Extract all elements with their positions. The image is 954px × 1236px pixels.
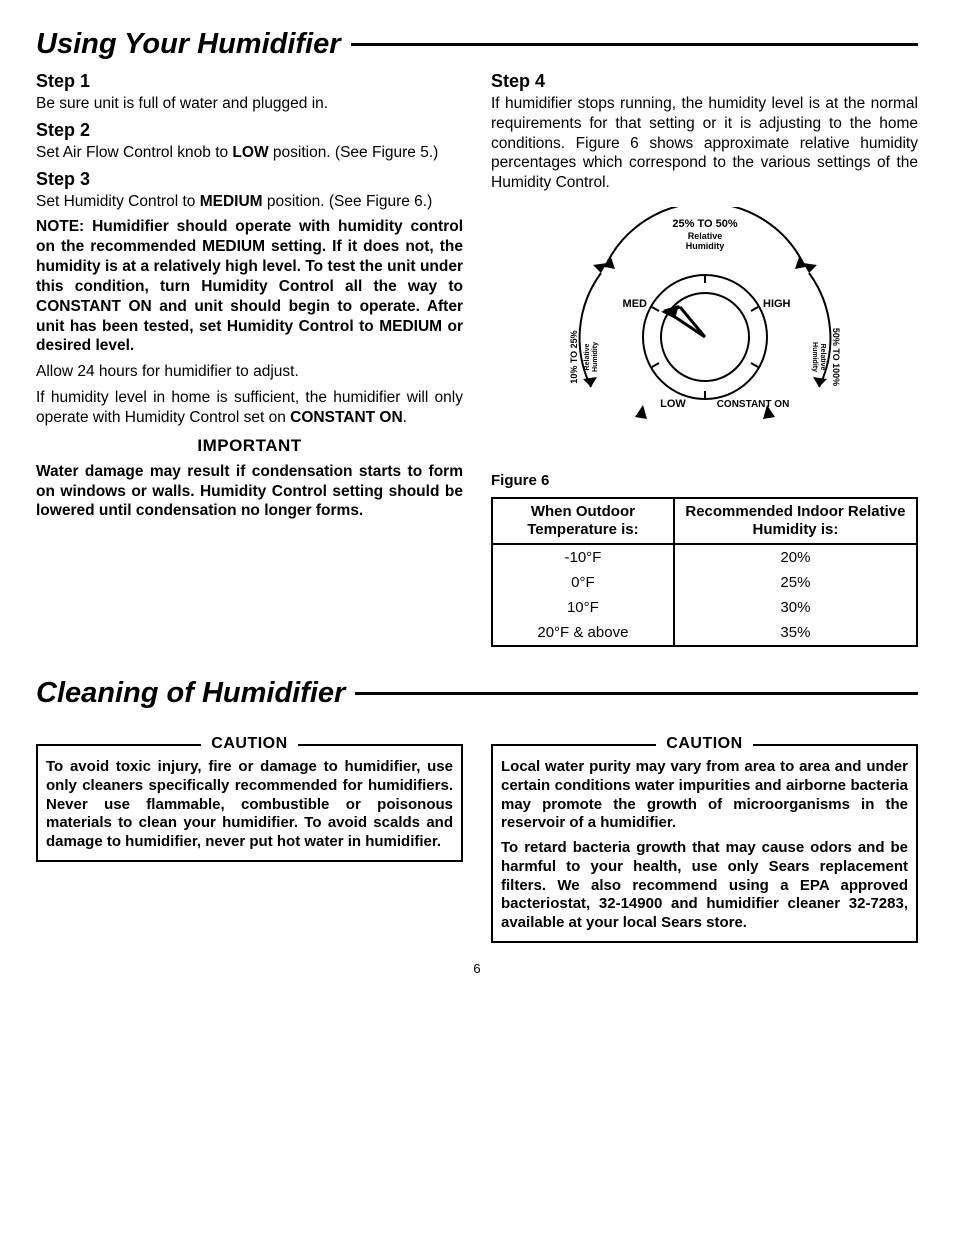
dial-top-label-2: Humidity (685, 241, 724, 251)
table-cell: -10°F (492, 544, 674, 570)
title-rule (355, 692, 918, 695)
figure-6-label: Figure 6 (491, 472, 918, 489)
section-title-using: Using Your Humidifier (36, 28, 918, 61)
section-title-cleaning: Cleaning of Humidifier (36, 677, 918, 710)
step1-body: Be sure unit is full of water and plugge… (36, 94, 463, 114)
step2-body: Set Air Flow Control knob to LOW positio… (36, 143, 463, 163)
table-header-row: When Outdoor Temperature is: Recommended… (492, 498, 917, 544)
humidity-table: When Outdoor Temperature is: Recommended… (491, 497, 918, 647)
caution-2-title: CAUTION (493, 735, 916, 753)
table-cell: 30% (674, 595, 917, 620)
dial-constant: CONSTANT ON (716, 399, 789, 410)
cleaning-columns: CAUTION To avoid toxic injury, fire or d… (36, 734, 918, 943)
step4-body: If humidifier stops running, the humidit… (491, 94, 918, 193)
caution-2-body1: Local water purity may vary from area to… (501, 758, 908, 833)
table-cell: 10°F (492, 595, 674, 620)
svg-text:Relative: Relative (819, 344, 826, 371)
constant-text: If humidity level in home is sufficient,… (36, 388, 463, 428)
using-columns: Step 1 Be sure unit is full of water and… (36, 65, 918, 647)
table-cell: 0°F (492, 570, 674, 595)
step4-head: Step 4 (491, 71, 918, 92)
table-cell: 35% (674, 620, 917, 646)
dial-med: MED (622, 298, 647, 310)
step2-head: Step 2 (36, 120, 463, 141)
step2-pre: Set Air Flow Control knob to (36, 144, 232, 161)
step2-low: LOW (232, 144, 268, 161)
table-row: 10°F 30% (492, 595, 917, 620)
allow-text: Allow 24 hours for humidifier to adjust. (36, 362, 463, 382)
step3-body: Set Humidity Control to MEDIUM position.… (36, 192, 463, 212)
important-head: IMPORTANT (36, 436, 463, 456)
step3-pre: Set Humidity Control to (36, 193, 200, 210)
dial-diagram: 25% TO 50% Relative Humidity MED HIGH LO… (491, 207, 918, 462)
dial-left-range: 10% TO 25% (569, 330, 579, 383)
table-row: 20°F & above 35% (492, 620, 917, 646)
caution-1-title: CAUTION (38, 735, 461, 753)
step2-post: position. (See Figure 5.) (269, 144, 439, 161)
step1-head: Step 1 (36, 71, 463, 92)
using-left-col: Step 1 Be sure unit is full of water and… (36, 65, 463, 647)
caution-2-body2: To retard bacteria growth that may cause… (501, 839, 908, 933)
svg-text:Humidity: Humidity (811, 342, 818, 372)
step3-med: MEDIUM (200, 193, 263, 210)
page-number: 6 (36, 961, 918, 976)
caution-box-1: CAUTION To avoid toxic injury, fire or d… (36, 744, 463, 862)
title-rule (351, 43, 918, 46)
table-th1: When Outdoor Temperature is: (492, 498, 674, 544)
section-title-text: Using Your Humidifier (36, 28, 341, 61)
svg-text:Humidity: Humidity (592, 342, 599, 372)
dial-right-range: 50% TO 100% (831, 328, 841, 386)
svg-text:Relative: Relative (584, 344, 591, 371)
table-th2: Recommended Indoor Relative Humidity is: (674, 498, 917, 544)
section-title-text: Cleaning of Humidifier (36, 677, 345, 710)
humidity-dial-svg: 25% TO 50% Relative Humidity MED HIGH LO… (545, 207, 865, 457)
dial-top-range: 25% TO 50% (672, 218, 737, 230)
constant-on: CONSTANT ON (290, 409, 403, 426)
constant-post: . (403, 409, 407, 426)
table-cell: 25% (674, 570, 917, 595)
dial-high: HIGH (763, 298, 791, 310)
table-cell: 20% (674, 544, 917, 570)
table-row: 0°F 25% (492, 570, 917, 595)
important-body: Water damage may result if condensation … (36, 462, 463, 521)
using-right-col: Step 4 If humidifier stops running, the … (491, 65, 918, 647)
step3-post: position. (See Figure 6.) (263, 193, 433, 210)
caution-1-body: To avoid toxic injury, fire or damage to… (46, 758, 453, 852)
table-row: -10°F 20% (492, 544, 917, 570)
cleaning-right-col: CAUTION Local water purity may vary from… (491, 734, 918, 943)
dial-top-label-1: Relative (687, 231, 722, 241)
step3-head: Step 3 (36, 169, 463, 190)
note-text: NOTE: Humidifier should operate with hum… (36, 217, 463, 356)
dial-low: LOW (660, 398, 686, 410)
caution-box-2: CAUTION Local water purity may vary from… (491, 744, 918, 943)
table-cell: 20°F & above (492, 620, 674, 646)
cleaning-left-col: CAUTION To avoid toxic injury, fire or d… (36, 734, 463, 943)
